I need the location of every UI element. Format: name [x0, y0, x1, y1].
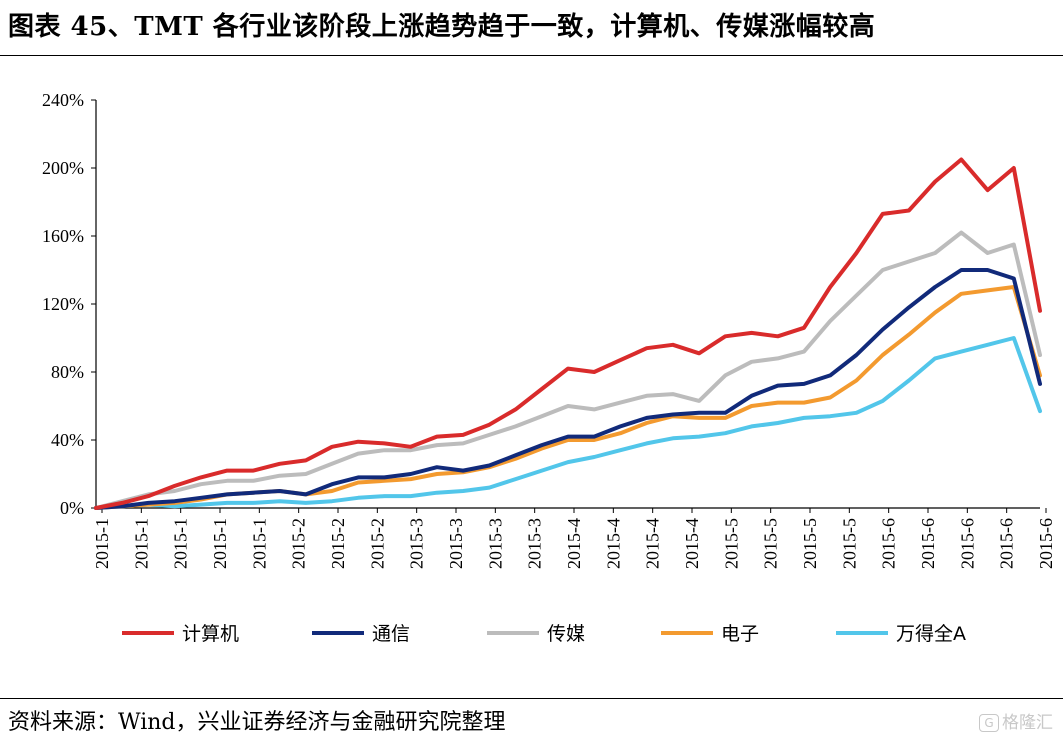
x-tick-label: 2015-6	[957, 518, 977, 569]
x-tick-label: 2015-6	[997, 518, 1017, 569]
legend-label: 计算机	[182, 623, 239, 645]
y-tick-label: 160%	[42, 226, 84, 246]
chart-axes: 0% 40% 80% 120% 160% 200% 240% 2015-1 2015-1 2015…	[42, 90, 1056, 569]
x-tick-label: 2015-1	[249, 518, 269, 569]
series-line	[94, 336, 1042, 510]
legend-label: 传媒	[547, 623, 585, 645]
x-tick-label: 2015-6	[879, 518, 899, 569]
line-chart: 0% 40% 80% 120% 160% 200% 240% 2015-1 2015-1 2015…	[42, 90, 1056, 645]
series-line	[94, 157, 1042, 510]
y-tick-label: 120%	[42, 294, 84, 314]
source-note: 资料来源：Wind，兴业证券经济与金融研究院整理	[8, 710, 506, 735]
x-tick-label: 2015-2	[367, 518, 387, 569]
x-tick-label: 2015-1	[92, 518, 112, 569]
y-tick-label: 240%	[42, 90, 84, 110]
x-tick-label: 2015-3	[485, 518, 505, 569]
legend-label: 通信	[372, 623, 410, 645]
x-tick-label: 2015-3	[525, 518, 545, 569]
x-tick-label: 2015-2	[289, 518, 309, 569]
chart-series	[94, 157, 1042, 510]
watermark-icon: G	[979, 714, 999, 732]
watermark: G 格隆汇	[979, 708, 1053, 733]
watermark-text: 格隆汇	[1002, 713, 1053, 733]
x-tick-label: 2015-6	[918, 518, 938, 569]
x-tick-label: 2015-4	[643, 518, 663, 569]
series-line	[94, 285, 1042, 510]
x-tick-label: 2015-4	[682, 518, 702, 569]
legend-label: 电子	[721, 623, 759, 645]
chart-legend: 计算机 通信 传媒 电子 万得全A	[122, 623, 966, 645]
x-tick-label: 2015-1	[171, 518, 191, 569]
y-tick-label: 40%	[51, 430, 84, 450]
x-tick-label: 2015-6	[1036, 518, 1056, 569]
x-tick-label: 2015-3	[407, 518, 427, 569]
x-tick-label: 2015-2	[328, 518, 348, 569]
x-tick-label: 2015-1	[210, 518, 230, 569]
bottom-rule	[0, 698, 1063, 699]
x-tick-label: 2015-4	[603, 518, 623, 569]
y-tick-label: 200%	[42, 158, 84, 178]
y-tick-label: 80%	[51, 362, 84, 382]
x-tick-label: 2015-5	[839, 518, 859, 569]
legend-label: 万得全A	[896, 623, 966, 645]
x-tick-label: 2015-1	[131, 518, 151, 569]
x-tick-label: 2015-3	[446, 518, 466, 569]
series-line	[94, 230, 1042, 510]
chart-title: 图表 45、TMT 各行业该阶段上涨趋势趋于一致，计算机、传媒涨幅较高	[8, 12, 876, 42]
x-tick-label: 2015-5	[761, 518, 781, 569]
x-tick-label: 2015-5	[721, 518, 741, 569]
x-tick-label: 2015-4	[564, 518, 584, 569]
x-tick-label: 2015-5	[800, 518, 820, 569]
y-tick-label: 0%	[60, 498, 84, 518]
top-rule	[0, 55, 1063, 56]
series-line	[94, 268, 1042, 510]
